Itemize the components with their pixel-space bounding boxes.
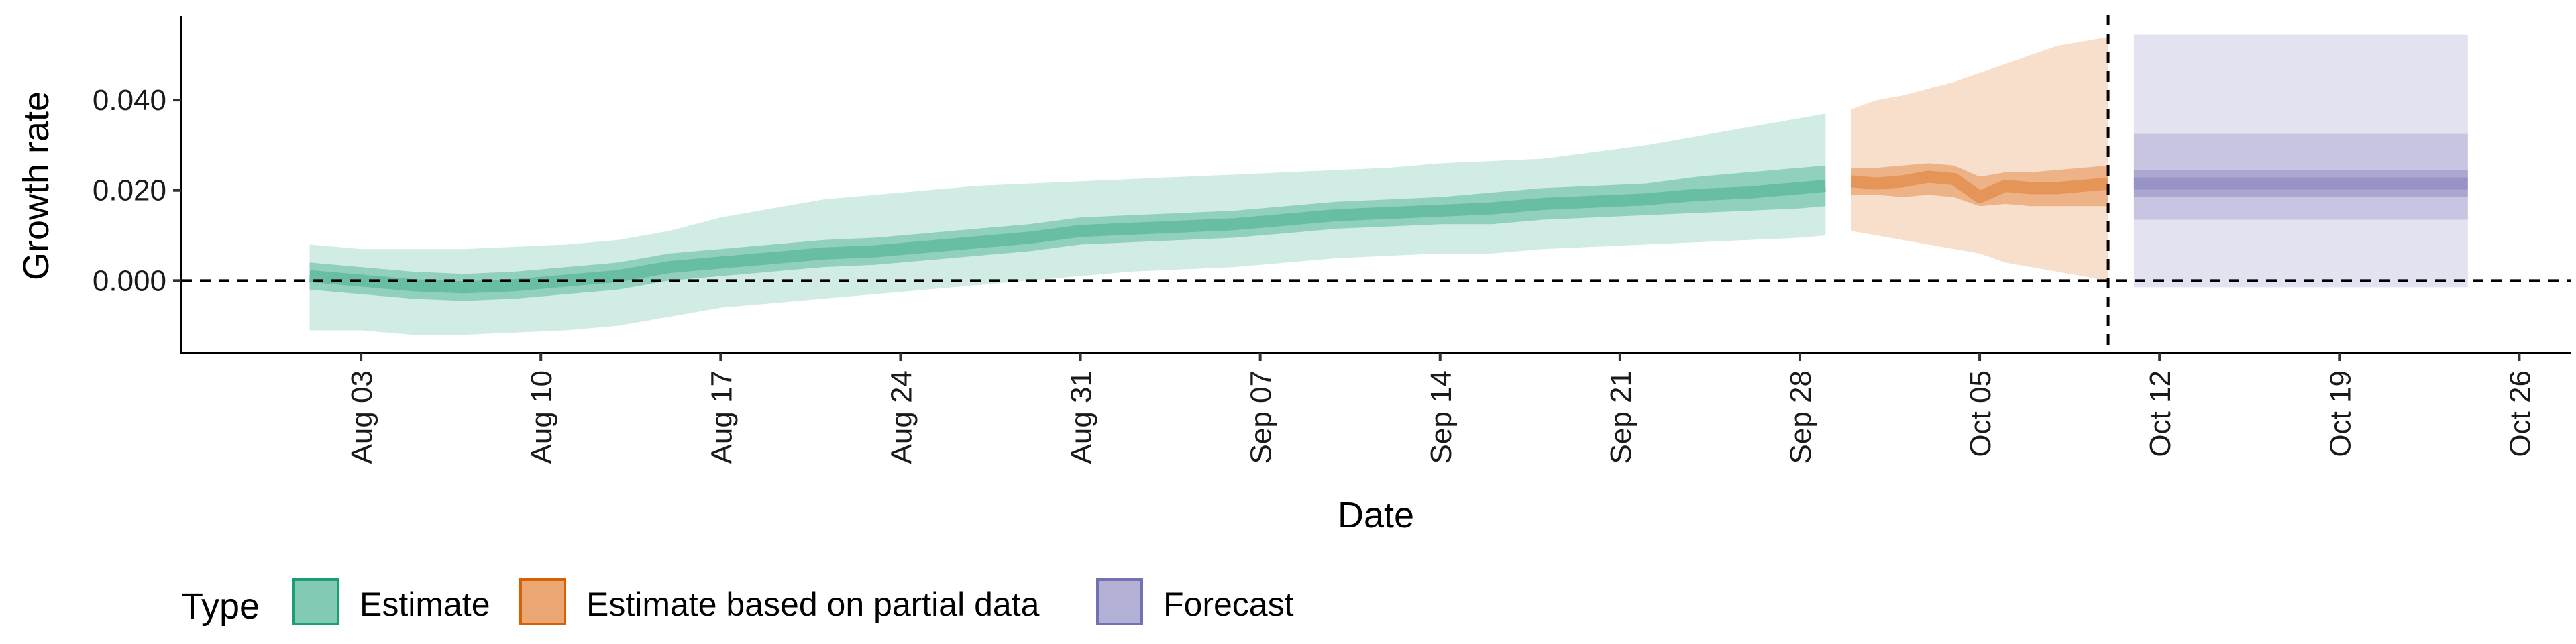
legend-title: Type (181, 586, 260, 627)
y-tick-label: 0.020 (93, 174, 166, 207)
x-tick-label: Oct 12 (2144, 370, 2177, 458)
estimate-band-50 (309, 165, 1826, 301)
x-tick-label: Sep 14 (1425, 370, 1458, 464)
legend-key (1096, 578, 1143, 625)
estimate-based-on-partial-data-band-50 (1851, 163, 2108, 207)
legend-label: Estimate (360, 586, 490, 623)
x-tick-label: Aug 24 (885, 370, 918, 464)
tick-labels: 0.000 0.020 0.040 Aug 03 Aug 10 Aug 17 Aug 24 A… (93, 84, 2537, 464)
x-tick-label: Sep 21 (1605, 370, 1638, 464)
axes (180, 16, 2571, 354)
forecast-band-50 (2133, 170, 2468, 197)
x-tick-label: Aug 03 (345, 370, 378, 464)
legend-label: Forecast (1163, 586, 1294, 623)
x-tick-label: Oct 19 (2324, 370, 2357, 458)
legend-key (292, 578, 339, 625)
x-tick-label: Aug 31 (1065, 370, 1098, 464)
y-axis-title: Growth rate (16, 91, 56, 280)
x-tick-label: Aug 10 (525, 370, 558, 464)
reference-lines (181, 15, 2571, 353)
legend-key (519, 578, 566, 625)
forecast-band-90 (2133, 34, 2468, 288)
x-tick-label: Sep 28 (1784, 370, 1817, 464)
x-tick-label: Oct 05 (1964, 370, 1997, 458)
legend-label: Estimate based on partial data (586, 586, 1040, 623)
legend: Type Estimate Estimate based on partial d… (181, 578, 1294, 627)
x-tick-label: Aug 17 (705, 370, 738, 464)
forecast-band-80 (2133, 133, 2468, 220)
estimate-based-on-partial-data-median-line (1850, 170, 2109, 203)
estimate-based-on-partial-data-band-90 (1851, 36, 2108, 281)
y-tick-label: 0.040 (93, 84, 166, 117)
y-tick-label: 0.000 (93, 264, 166, 297)
x-tick-label: Oct 26 (2504, 370, 2536, 458)
x-axis-title: Date (1338, 495, 1414, 535)
x-tick-label: Sep 07 (1245, 370, 1278, 464)
